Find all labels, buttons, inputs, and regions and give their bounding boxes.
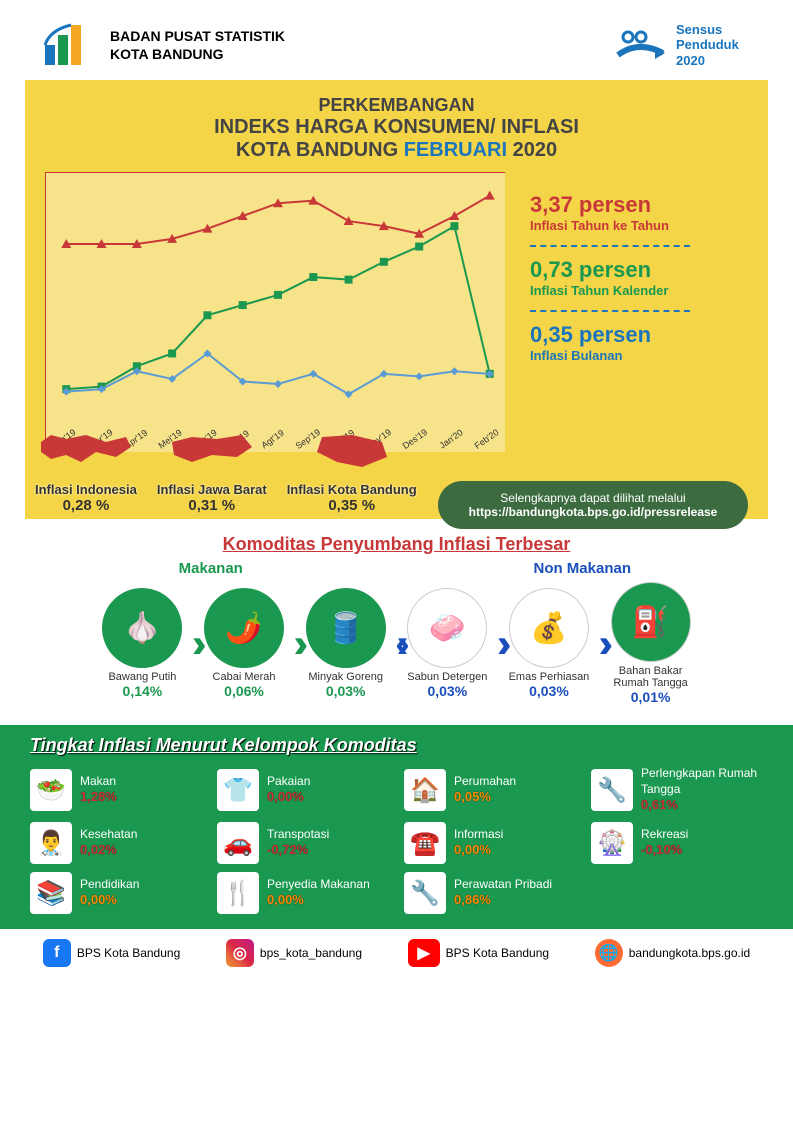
- commodity-icon: 💰: [509, 588, 589, 668]
- category-icon: 📚: [30, 872, 72, 914]
- yellow-section: PERKEMBANGAN INDEKS HARGA KONSUMEN/ INFL…: [25, 80, 768, 519]
- commodity-icon: 🛢️: [306, 588, 386, 668]
- category-7: 🎡 Rekreasi-0,10%: [591, 822, 763, 864]
- commodity-nonfood-2: ⛽ Bahan Bakar Rumah Tangga0,01%: [603, 582, 698, 705]
- commodities-title: Komoditas Penyumbang Inflasi Terbesar: [0, 534, 793, 555]
- chart-area: Feb'19Mar'19Apr'19Mei'19Jun'19Jul'19Agt'…: [25, 162, 768, 452]
- commodity-icon: ⛽: [611, 582, 691, 662]
- category-9: 🍴 Penyedia Makanan0,00%: [217, 872, 389, 914]
- commodity-food-0: 🧄 Bawang Putih0,14%: [95, 588, 190, 699]
- commodity-nonfood-1: 💰 Emas Perhiasan0,03%: [501, 588, 596, 699]
- map-icon: [162, 422, 262, 477]
- title-line2: INDEKS HARGA KONSUMEN/ INFLASI: [25, 116, 768, 139]
- line-chart: Feb'19Mar'19Apr'19Mei'19Jun'19Jul'19Agt'…: [45, 172, 505, 452]
- sensus-text: Sensus Penduduk 2020: [676, 22, 739, 69]
- category-icon: 🥗: [30, 769, 72, 811]
- chevron-icon: ››: [294, 632, 297, 656]
- org-line2: KOTA BANDUNG: [110, 45, 285, 63]
- commodity-icon: 🧄: [102, 588, 182, 668]
- bps-logo-icon: [40, 20, 100, 70]
- commodity-items: 🧄 Bawang Putih0,14%›› 🌶️ Cabai Merah0,06…: [0, 577, 793, 710]
- title-line1: PERKEMBANGAN: [25, 95, 768, 116]
- map-item-1: Inflasi Jawa Barat 0,31 %: [147, 422, 277, 514]
- logo-left: BADAN PUSAT STATISTIK KOTA BANDUNG: [40, 20, 285, 70]
- stat-0: 3,37 persen Inflasi Tahun ke Tahun: [530, 192, 748, 233]
- categories-section: Tingkat Inflasi Menurut Kelompok Komodit…: [0, 725, 793, 929]
- category-icon: 👕: [217, 769, 259, 811]
- map-item-2: Inflasi Kota Bandung 0,35 %: [277, 422, 427, 514]
- chevron-icon: ››: [497, 632, 500, 656]
- category-icon: 🍴: [217, 872, 259, 914]
- category-icon: 🔧: [404, 872, 446, 914]
- category-0: 🥗 Makan1,28%: [30, 766, 202, 814]
- social-icon: f: [43, 939, 71, 967]
- header: BADAN PUSAT STATISTIK KOTA BANDUNG Sensu…: [0, 0, 793, 80]
- footer-link-3[interactable]: 🌐 bandungkota.bps.go.id: [595, 939, 750, 967]
- chevron-icon: ‹›: [395, 632, 398, 656]
- org-line1: BADAN PUSAT STATISTIK: [110, 27, 285, 45]
- stat-1: 0,73 persen Inflasi Tahun Kalender: [530, 257, 748, 298]
- category-3: 🔧 Perlengkapan Rumah Tangga0,61%: [591, 766, 763, 814]
- footer-link-2[interactable]: ▶ BPS Kota Bandung: [408, 939, 549, 967]
- footer: f BPS Kota Bandung ◎ bps_kota_bandung ▶ …: [0, 929, 793, 977]
- category-icon: 🏠: [404, 769, 446, 811]
- commodity-labels: Makanan Non Makanan: [0, 560, 793, 577]
- map-icon: [36, 422, 136, 477]
- footer-link-1[interactable]: ◎ bps_kota_bandung: [226, 939, 362, 967]
- title-block: PERKEMBANGAN INDEKS HARGA KONSUMEN/ INFL…: [25, 95, 768, 162]
- commodity-icon: 🌶️: [204, 588, 284, 668]
- commodity-food-2: 🛢️ Minyak Goreng0,03%: [298, 588, 393, 699]
- chevron-icon: ››: [192, 632, 195, 656]
- categories-grid: 🥗 Makan1,28% 👕 Pakaian0,00% 🏠 Perumahan0…: [30, 766, 763, 914]
- category-icon: ☎️: [404, 822, 446, 864]
- footer-link-0[interactable]: f BPS Kota Bandung: [43, 939, 180, 967]
- category-icon: 👨‍⚕️: [30, 822, 72, 864]
- title-line3: KOTA BANDUNG FEBRUARI 2020: [25, 139, 768, 162]
- org-name: BADAN PUSAT STATISTIK KOTA BANDUNG: [110, 27, 285, 63]
- commodity-nonfood-0: 🧼 Sabun Detergen0,03%: [400, 588, 495, 699]
- social-icon: ◎: [226, 939, 254, 967]
- category-10: 🔧 Perawatan Pribadi0,86%: [404, 872, 576, 914]
- sensus-logo: Sensus Penduduk 2020: [613, 20, 753, 70]
- stat-2: 0,35 persen Inflasi Bulanan: [530, 322, 748, 363]
- sensus-icon: [613, 25, 668, 65]
- nonfood-label: Non Makanan: [397, 560, 769, 577]
- category-icon: 🔧: [591, 769, 633, 811]
- category-1: 👕 Pakaian0,00%: [217, 766, 389, 814]
- commodity-icon: 🧼: [407, 588, 487, 668]
- commodity-food-1: 🌶️ Cabai Merah0,06%: [197, 588, 292, 699]
- food-label: Makanan: [25, 560, 397, 577]
- category-4: 👨‍⚕️ Kesehatan0,02%: [30, 822, 202, 864]
- map-row: Inflasi Indonesia 0,28 % Inflasi Jawa Ba…: [25, 422, 768, 519]
- map-item-0: Inflasi Indonesia 0,28 %: [25, 422, 147, 514]
- categories-title: Tingkat Inflasi Menurut Kelompok Komodit…: [30, 735, 763, 756]
- social-icon: ▶: [408, 939, 440, 967]
- stats-column: 3,37 persen Inflasi Tahun ke Tahun 0,73 …: [505, 172, 748, 452]
- social-icon: 🌐: [595, 939, 623, 967]
- category-8: 📚 Pendidikan0,00%: [30, 872, 202, 914]
- category-icon: 🎡: [591, 822, 633, 864]
- category-6: ☎️ Informasi0,00%: [404, 822, 576, 864]
- category-2: 🏠 Perumahan0,05%: [404, 766, 576, 814]
- map-icon: [302, 422, 402, 477]
- chevron-icon: ››: [598, 632, 601, 656]
- category-5: 🚗 Transpotasi-0,72%: [217, 822, 389, 864]
- category-icon: 🚗: [217, 822, 259, 864]
